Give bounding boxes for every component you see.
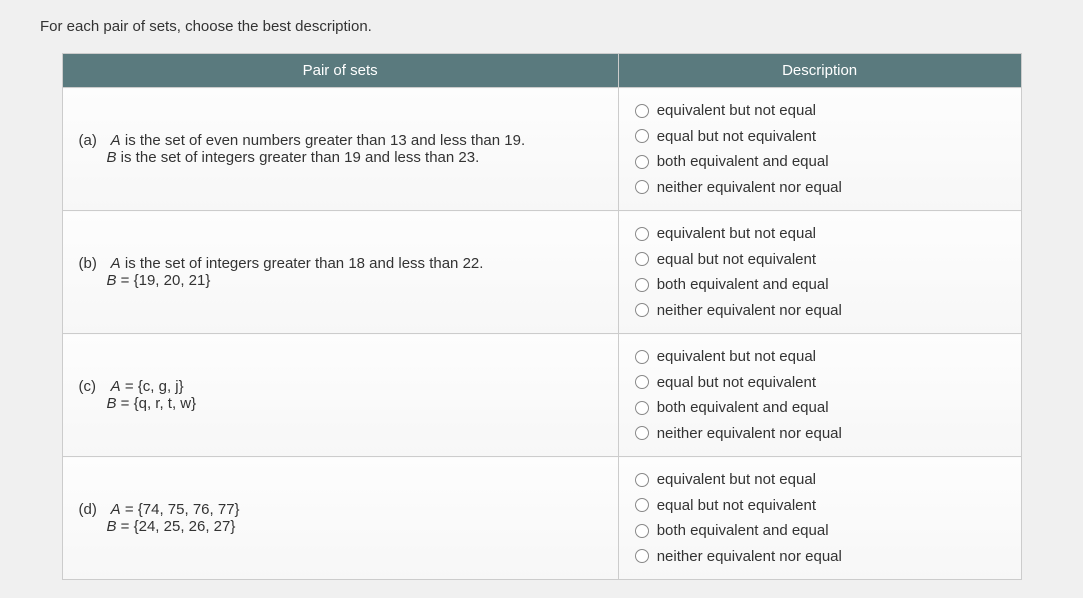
radio-a-3[interactable]: both equivalent and equal	[635, 149, 1005, 175]
row-label-c: (c)	[79, 378, 107, 395]
table-row: (d) A = {74, 75, 76, 77} B = {24, 25, 26…	[62, 457, 1021, 580]
set-c-B-desc: = {q, r, t, w}	[117, 395, 197, 412]
row-label-b: (b)	[79, 255, 107, 272]
radio-label: neither equivalent nor equal	[657, 421, 842, 447]
radio-a-2[interactable]: equal but not equivalent	[635, 124, 1005, 150]
radio-icon	[635, 401, 649, 415]
set-d-A-desc: = {74, 75, 76, 77}	[121, 501, 240, 518]
set-d-A: A	[111, 501, 121, 518]
set-b-B-desc: = {19, 20, 21}	[117, 272, 211, 289]
set-a-B-desc: is the set of integers greater than 19 a…	[117, 149, 480, 166]
radio-icon	[635, 278, 649, 292]
set-a-B: B	[107, 149, 117, 166]
radio-d-1[interactable]: equivalent but not equal	[635, 467, 1005, 493]
pair-cell-c: (c) A = {c, g, j} B = {q, r, t, w}	[62, 334, 618, 457]
set-d-B-desc: = {24, 25, 26, 27}	[117, 518, 236, 535]
radio-label: both equivalent and equal	[657, 395, 829, 421]
pair-cell-b: (b) A is the set of integers greater tha…	[62, 211, 618, 334]
radio-icon	[635, 426, 649, 440]
table-row: (a) A is the set of even numbers greater…	[62, 88, 1021, 211]
radio-label: both equivalent and equal	[657, 272, 829, 298]
table-row: (c) A = {c, g, j} B = {q, r, t, w} equiv…	[62, 334, 1021, 457]
radio-icon	[635, 252, 649, 266]
radio-d-4[interactable]: neither equivalent nor equal	[635, 544, 1005, 570]
radio-c-1[interactable]: equivalent but not equal	[635, 344, 1005, 370]
radio-label: neither equivalent nor equal	[657, 298, 842, 324]
radio-icon	[635, 129, 649, 143]
radio-label: equal but not equivalent	[657, 370, 816, 396]
radio-b-2[interactable]: equal but not equivalent	[635, 247, 1005, 273]
radio-label: equivalent but not equal	[657, 344, 816, 370]
radio-b-3[interactable]: both equivalent and equal	[635, 272, 1005, 298]
header-pair: Pair of sets	[62, 54, 618, 88]
radio-icon	[635, 549, 649, 563]
row-label-a: (a)	[79, 132, 107, 149]
radio-c-4[interactable]: neither equivalent nor equal	[635, 421, 1005, 447]
set-a-A-desc: is the set of even numbers greater than …	[121, 132, 525, 149]
radio-c-2[interactable]: equal but not equivalent	[635, 370, 1005, 396]
radio-icon	[635, 375, 649, 389]
set-b-A: A	[111, 255, 121, 272]
radio-icon	[635, 350, 649, 364]
radio-label: equivalent but not equal	[657, 221, 816, 247]
set-a-A: A	[111, 132, 121, 149]
radio-label: equivalent but not equal	[657, 467, 816, 493]
radio-label: equal but not equivalent	[657, 124, 816, 150]
table-row: (b) A is the set of integers greater tha…	[62, 211, 1021, 334]
desc-cell-c: equivalent but not equal equal but not e…	[618, 334, 1021, 457]
pair-cell-a: (a) A is the set of even numbers greater…	[62, 88, 618, 211]
radio-label: neither equivalent nor equal	[657, 175, 842, 201]
set-b-B: B	[107, 272, 117, 289]
set-d-B: B	[107, 518, 117, 535]
radio-icon	[635, 180, 649, 194]
pair-cell-d: (d) A = {74, 75, 76, 77} B = {24, 25, 26…	[62, 457, 618, 580]
radio-a-4[interactable]: neither equivalent nor equal	[635, 175, 1005, 201]
radio-d-3[interactable]: both equivalent and equal	[635, 518, 1005, 544]
radio-icon	[635, 104, 649, 118]
radio-icon	[635, 227, 649, 241]
desc-cell-d: equivalent but not equal equal but not e…	[618, 457, 1021, 580]
radio-label: equal but not equivalent	[657, 493, 816, 519]
radio-icon	[635, 524, 649, 538]
radio-icon	[635, 498, 649, 512]
set-b-A-desc: is the set of integers greater than 18 a…	[121, 255, 484, 272]
set-c-B: B	[107, 395, 117, 412]
radio-a-1[interactable]: equivalent but not equal	[635, 98, 1005, 124]
row-label-d: (d)	[79, 501, 107, 518]
radio-label: equivalent but not equal	[657, 98, 816, 124]
header-description: Description	[618, 54, 1021, 88]
desc-cell-b: equivalent but not equal equal but not e…	[618, 211, 1021, 334]
radio-icon	[635, 473, 649, 487]
instruction-text: For each pair of sets, choose the best d…	[40, 18, 1043, 35]
radio-d-2[interactable]: equal but not equivalent	[635, 493, 1005, 519]
radio-label: both equivalent and equal	[657, 149, 829, 175]
radio-icon	[635, 303, 649, 317]
desc-cell-a: equivalent but not equal equal but not e…	[618, 88, 1021, 211]
radio-c-3[interactable]: both equivalent and equal	[635, 395, 1005, 421]
radio-label: both equivalent and equal	[657, 518, 829, 544]
radio-b-1[interactable]: equivalent but not equal	[635, 221, 1005, 247]
radio-label: equal but not equivalent	[657, 247, 816, 273]
radio-label: neither equivalent nor equal	[657, 544, 842, 570]
radio-b-4[interactable]: neither equivalent nor equal	[635, 298, 1005, 324]
set-c-A-desc: = {c, g, j}	[121, 378, 184, 395]
set-c-A: A	[111, 378, 121, 395]
radio-icon	[635, 155, 649, 169]
sets-table: Pair of sets Description (a) A is the se…	[62, 53, 1022, 580]
